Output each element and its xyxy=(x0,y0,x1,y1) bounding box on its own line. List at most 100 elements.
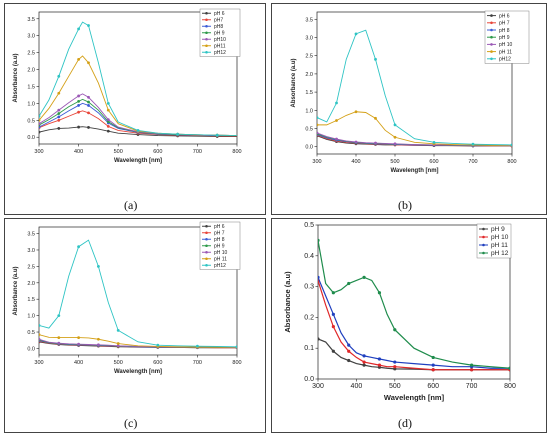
y-tick-label: 1.0 xyxy=(305,108,313,114)
y-axis-label: Absorbance (a.u) xyxy=(283,271,292,333)
data-point xyxy=(57,118,61,122)
legend-label: pH 6 xyxy=(214,11,225,17)
data-point xyxy=(39,118,41,122)
x-axis-label: Wavelength [nm] xyxy=(384,393,445,402)
data-point xyxy=(362,363,366,367)
data-point xyxy=(57,74,61,78)
data-point xyxy=(470,363,474,367)
data-point xyxy=(393,142,397,146)
legend-label: pH 7 xyxy=(214,231,225,237)
y-tick-label: 2.0 xyxy=(27,68,35,74)
data-point xyxy=(471,142,475,146)
data-point xyxy=(97,343,100,347)
data-point xyxy=(331,325,335,329)
legend-marker xyxy=(482,251,485,255)
legend-marker xyxy=(205,44,208,48)
legend-label: pH 9 xyxy=(214,31,225,37)
data-point xyxy=(331,291,335,295)
data-point xyxy=(136,129,140,132)
legend-marker xyxy=(205,11,208,15)
panel-c-frame: 300 400 500 600 700 800 0.0 0.5 1.0 1.5 2.0 2.5 3.0 3… xyxy=(4,218,266,433)
data-point xyxy=(57,91,61,95)
y-tick-label: 0.0 xyxy=(27,135,35,141)
data-point xyxy=(77,104,80,107)
data-point xyxy=(362,354,366,358)
data-point xyxy=(57,112,61,115)
data-point xyxy=(106,118,110,122)
x-tick-label: 500 xyxy=(114,149,123,155)
x-tick-label: 500 xyxy=(389,383,401,390)
data-point xyxy=(39,122,41,126)
y-axis: 0.0 0.5 1.0 1.5 2.0 2.5 3.0 3.5 xyxy=(27,17,39,141)
legend-marker xyxy=(205,37,208,41)
panel-d-frame: 300 400 500 600 700 800 0.0 0.1 0.2 0.3 0.4 0.5 Wave… xyxy=(271,218,547,433)
legend-marker xyxy=(205,250,208,254)
x-tick-label: 400 xyxy=(74,360,83,366)
data-point xyxy=(87,24,90,27)
data-point xyxy=(431,355,435,360)
legend-label: pH 8 xyxy=(499,28,510,34)
legend-marker xyxy=(490,35,493,39)
data-point xyxy=(347,358,351,363)
data-point xyxy=(57,341,61,345)
series-line-ph11 xyxy=(39,55,237,136)
y-tick-label: 2.0 xyxy=(305,72,313,78)
data-point xyxy=(318,238,320,242)
data-point xyxy=(347,349,351,353)
series-group xyxy=(39,239,237,350)
series-line-ph10 xyxy=(317,132,512,147)
x-tick-label: 400 xyxy=(351,159,360,165)
data-point xyxy=(57,115,61,119)
legend-marker xyxy=(205,24,208,28)
legend-marker xyxy=(490,14,493,17)
y-axis-label: Absorbance (a.u) xyxy=(13,53,19,102)
data-point xyxy=(377,363,382,367)
legend-marker xyxy=(482,235,485,239)
data-point xyxy=(362,275,366,279)
series-line-ph12 xyxy=(317,29,512,146)
y-tick-label: 1.0 xyxy=(27,101,35,107)
x-axis: 300 400 500 600 700 800 xyxy=(312,154,517,165)
x-tick-label: 400 xyxy=(74,149,83,155)
x-tick-label: 600 xyxy=(153,149,162,155)
x-axis: 300 400 500 600 700 800 xyxy=(34,144,242,155)
data-point xyxy=(510,143,512,147)
y-axis-label: Absorbance (a.u) xyxy=(13,266,19,315)
data-point xyxy=(431,363,435,367)
legend-label: pH 10 xyxy=(491,234,509,241)
y-tick-label: 0.0 xyxy=(27,346,35,352)
x-tick-label: 300 xyxy=(312,159,321,165)
data-point xyxy=(106,125,110,128)
data-point xyxy=(377,357,382,361)
data-point xyxy=(97,337,100,341)
legend-marker xyxy=(205,50,208,54)
x-tick-label: 500 xyxy=(390,159,399,165)
data-point xyxy=(508,366,510,370)
legend-label: pH 7 xyxy=(499,21,510,27)
legend-label: pH 6 xyxy=(499,13,510,19)
series-line-ph11 xyxy=(317,111,512,146)
data-point xyxy=(335,101,338,105)
panel-label-a: (a) xyxy=(124,198,138,212)
chart-b: 300 400 500 600 700 800 0.0 0.5 1.0 1.5 2.0 2.5 3.0 3… xyxy=(291,10,530,174)
plot-area xyxy=(38,226,238,356)
x-tick-label: 300 xyxy=(34,149,43,155)
data-point xyxy=(39,337,41,341)
series-line-ph9 xyxy=(318,338,510,371)
data-point xyxy=(106,120,110,124)
legend-marker xyxy=(482,243,485,247)
legend-label: pH 9 xyxy=(214,244,225,250)
data-point xyxy=(87,126,90,129)
x-axis-label: Wavelength [nm] xyxy=(114,158,162,164)
data-point xyxy=(354,140,358,144)
data-point xyxy=(215,133,219,137)
data-point xyxy=(335,119,338,122)
data-point xyxy=(77,57,80,61)
data-point xyxy=(57,336,61,340)
legend-marker xyxy=(490,57,493,61)
data-point xyxy=(106,101,110,105)
data-point xyxy=(362,360,366,364)
data-point xyxy=(77,94,80,98)
legend-label: pH12 xyxy=(214,263,226,269)
plot-area xyxy=(38,11,238,145)
